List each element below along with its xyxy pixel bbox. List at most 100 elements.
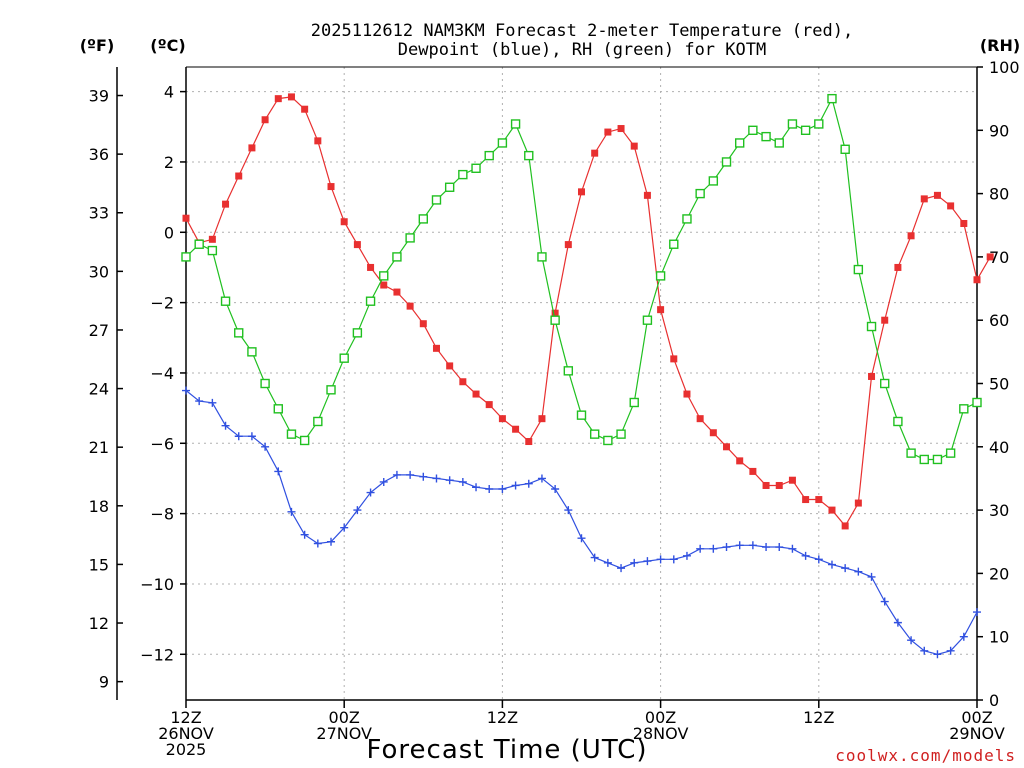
rh-point (932, 454, 943, 465)
temperature-point (657, 306, 665, 314)
rh-point (682, 214, 692, 224)
dewpoint-point (353, 506, 362, 515)
fahrenheit-tick-label: 18 (89, 497, 109, 516)
dewpoint-point (274, 467, 283, 476)
temperature-point (380, 281, 388, 289)
temperature-point (367, 263, 375, 271)
temperature-point (261, 116, 269, 124)
rh-tick-label: 60 (989, 311, 1009, 330)
dewpoint-point (893, 618, 902, 627)
rh-point (735, 138, 745, 148)
temperature-point (815, 496, 823, 504)
celsius-tick-label: −8 (150, 505, 174, 524)
dewpoint-point (722, 543, 731, 552)
rh-point (708, 176, 719, 186)
x-tick-label: 00Z (329, 708, 360, 727)
dewpoint-point (630, 558, 639, 567)
dewpoint-point (419, 472, 428, 481)
celsius-tick-label: −12 (140, 645, 174, 664)
rh-point (352, 328, 363, 338)
celsius-tick-label: 4 (164, 83, 174, 102)
temperature-point (235, 172, 243, 180)
rh-point (787, 119, 798, 129)
series-hollow-square (181, 93, 982, 465)
dewpoint-point (472, 483, 481, 492)
dewpoint-point (208, 398, 217, 407)
axes (116, 66, 983, 708)
temperature-point (788, 476, 796, 484)
rh-point (471, 163, 481, 173)
rh-tick-label: 80 (989, 185, 1009, 204)
dewpoint-point (221, 421, 230, 430)
temperature-point (920, 195, 928, 203)
rh-tick-label: 40 (989, 438, 1009, 457)
rh-point (260, 378, 270, 389)
dewpoint-point (287, 507, 296, 516)
rh-point (497, 138, 508, 148)
dewpoint-point (959, 632, 968, 641)
temperature-point (393, 288, 401, 296)
temperature-point (274, 95, 282, 103)
temperature-point (406, 302, 414, 310)
x-axis-label: Forecast Time (UTC) (366, 735, 647, 765)
rh-point (906, 448, 916, 458)
temperature-point (762, 481, 770, 489)
dewpoint-point (498, 485, 507, 493)
rh-point (629, 397, 639, 408)
rh-point (220, 296, 231, 306)
chart-title-line-2: Dewpoint (blue), RH (green) for KOTM (398, 40, 766, 60)
dewpoint-point (775, 543, 784, 552)
temperature-point (828, 506, 836, 514)
rh-point (880, 378, 890, 389)
rh-point (234, 328, 244, 338)
temperature-point (208, 235, 216, 243)
fahrenheit-tick-label: 33 (89, 204, 109, 223)
dewpoint-point (748, 541, 757, 550)
rh-point (669, 239, 679, 249)
temperature-point (222, 200, 230, 208)
tick-labels: 393633302724211815129420−2−4−6−8−10−1210… (89, 58, 1020, 759)
rh-tick-label: 10 (989, 628, 1009, 647)
rh-point (774, 138, 784, 148)
dewpoint-point (432, 474, 441, 483)
rh-point (761, 131, 771, 142)
rh-point (273, 404, 283, 414)
rh-point (853, 264, 864, 275)
rh-point (800, 125, 811, 136)
temperature-point (868, 372, 876, 380)
grid (186, 67, 977, 700)
temperature-point (670, 355, 678, 363)
series-filled-square (182, 93, 994, 530)
dewpoint-point (814, 555, 823, 564)
credit-text: coolwx.com/models (835, 746, 1016, 765)
celsius-tick-label: −10 (140, 575, 174, 594)
temperature-point (973, 276, 981, 284)
temperature-point (723, 443, 731, 451)
celsius-tick-label: −4 (150, 364, 174, 383)
temperature-point (340, 218, 348, 226)
dewpoint-point (182, 386, 190, 395)
celsius-tick-label: −2 (150, 294, 174, 313)
series-layer (181, 93, 994, 659)
dewpoint-point (735, 541, 744, 550)
rh-point (893, 416, 903, 427)
dewpoint-point (379, 477, 388, 486)
rh-tick-label: 20 (989, 564, 1009, 583)
rh-point (642, 315, 653, 325)
rh-point (563, 366, 574, 376)
temperature-point (947, 202, 955, 210)
rh-tick-label: 50 (989, 375, 1009, 394)
rh-point (286, 429, 297, 439)
series-plus (182, 386, 981, 659)
x-tick-label: 27NOV (316, 724, 372, 743)
rh-point (181, 252, 191, 262)
rh-point (510, 119, 521, 129)
rh-point (959, 404, 969, 414)
rh-point (444, 182, 455, 192)
temperature-point (182, 214, 190, 222)
temperature-point (696, 415, 704, 423)
temperature-point (498, 415, 506, 423)
fahrenheit-tick-label: 27 (89, 321, 109, 340)
celsius-tick-label: 2 (164, 153, 174, 172)
rh-tick-label: 0 (989, 691, 999, 710)
